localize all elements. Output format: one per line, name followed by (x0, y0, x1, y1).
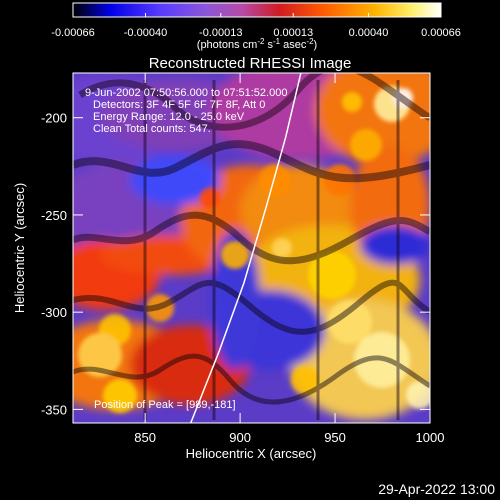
colorbar-tick-label-4: 0.00040 (349, 27, 389, 39)
y-tick-label-0: -200 (41, 111, 67, 126)
colorbar-tick-label-2: -0.00013 (199, 27, 242, 39)
colorbar-tick-label-1: -0.00040 (124, 27, 167, 39)
x-tick-label-3: 1000 (416, 430, 445, 445)
y-axis-label: Heliocentric Y (arcsec) (12, 183, 27, 313)
y-tick-label-1: -250 (41, 208, 67, 223)
colorbar-tick-label-3: 0.00013 (273, 27, 313, 39)
plot-frame (72, 72, 431, 424)
colorbar-tick-labels: -0.00066 -0.00040 -0.00013 0.00013 0.00040 0.… (51, 27, 461, 39)
limb-curve (190, 73, 302, 423)
annotation-time-range: 9-Jun-2002 07:50:56.000 to 07:51:52.000 (85, 87, 287, 99)
colorbar-unit-label: (photons cm-2 s-1 asec-2) (197, 37, 317, 51)
chart-title: Reconstructed RHESSI Image (149, 55, 352, 72)
x-axis-label: Heliocentric X (arcsec) (186, 446, 317, 461)
colorbar-tick-label-5: 0.00066 (421, 27, 461, 39)
y-tick-label-3: -350 (41, 402, 67, 417)
heatmap-area (73, 73, 430, 423)
footer-timestamp: 29-Apr-2022 13:00 (378, 481, 495, 497)
x-tick-label-2: 950 (324, 430, 346, 445)
colorbar-tick-label-0: -0.00066 (51, 27, 94, 39)
x-axis-ticks: 850 900 950 1000 (134, 73, 444, 445)
y-axis-ticks: -200 -250 -300 -350 (41, 111, 430, 417)
heatmap-texture (73, 73, 430, 420)
colorbar: -0.00066 -0.00040 -0.00013 0.00013 0.00040 0.… (51, 2, 461, 51)
peak-position-label: Position of Peak = [989,-181] (94, 399, 236, 411)
x-tick-label-0: 850 (134, 430, 156, 445)
x-tick-label-1: 900 (229, 430, 251, 445)
y-tick-label-2: -300 (41, 305, 67, 320)
annotation-clean-counts: Clean Total counts: 547. (93, 123, 211, 135)
annotation-energy-range: Energy Range: 12.0 - 25.0 keV (93, 111, 245, 123)
annotation-detectors: Detectors: 3F 4F 5F 6F 7F 8F, Att 0 (93, 99, 265, 111)
colorbar-gradient (72, 2, 442, 18)
annotation-block: 9-Jun-2002 07:50:56.000 to 07:51:52.000 … (85, 87, 287, 135)
heatmap-hotspots (78, 86, 430, 413)
colorbar-ticks (72, 13, 442, 17)
